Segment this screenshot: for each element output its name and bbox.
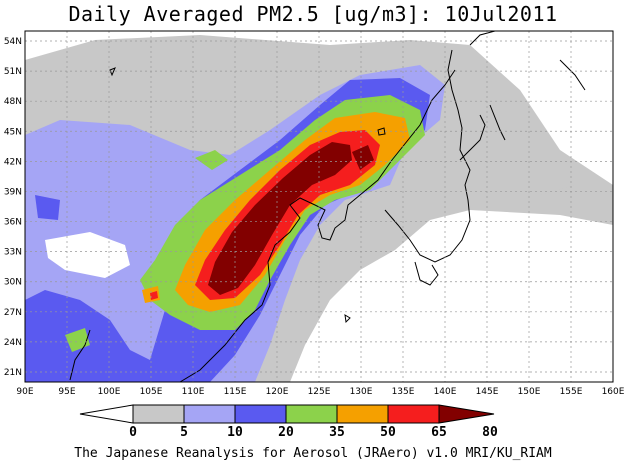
field-20-35-b: [35, 195, 60, 220]
field-65-80-b: [150, 291, 158, 300]
colorbar-segment: [234, 404, 287, 424]
lon-tick-label: 155E: [560, 387, 583, 397]
colorbar-segment: [132, 404, 185, 424]
field-over-80: [208, 142, 352, 295]
colorbar-tick-label: 0: [129, 425, 137, 440]
colorbar-segment: [285, 404, 338, 424]
lat-tick-label: 30N: [4, 278, 22, 288]
coastlines: [69, 31, 586, 382]
lon-tick-label: 120E: [266, 387, 289, 397]
field-35-50-b: [195, 150, 228, 170]
map-title: Daily Averaged PM2.5 [ug/m3]: 10Jul2011: [68, 2, 558, 26]
lat-tick-label: 33N: [4, 248, 22, 258]
lat-tick-label: 45N: [4, 127, 22, 137]
lat-tick-label: 51N: [4, 67, 22, 77]
colorbar-tick-label: 5: [180, 425, 188, 440]
lon-tick-label: 90E: [16, 387, 33, 397]
lon-tick-label: 115E: [224, 387, 247, 397]
lon-tick-label: 130E: [350, 387, 373, 397]
colorbar-tick-label: 20: [278, 425, 294, 440]
lat-lon-grid: [25, 31, 613, 382]
colorbar-high-arrow: [438, 404, 495, 424]
map-frame: [24, 30, 614, 383]
lat-tick-label: 42N: [4, 157, 22, 167]
lat-tick-label: 54N: [4, 37, 22, 47]
lat-tick-label: 24N: [4, 338, 22, 348]
color-bar: 0 5 10 20 35 50 65 80: [79, 404, 498, 440]
colorbar-segment: [336, 404, 389, 424]
field-5-10-b: [540, 185, 613, 222]
lon-tick-label: 160E: [602, 387, 625, 397]
lon-tick-label: 140E: [434, 387, 457, 397]
lon-tick-label: 150E: [518, 387, 541, 397]
field-over-80-b: [352, 145, 374, 170]
lon-tick-label: 135E: [392, 387, 415, 397]
colorbar-tick-label: 10: [227, 425, 243, 440]
lat-tick-label: 36N: [4, 218, 22, 228]
colorbar-tick-label: 50: [380, 425, 396, 440]
colorbar-tick-label: 35: [329, 425, 345, 440]
lon-tick-label: 100E: [98, 387, 121, 397]
colorbar-tick-label: 80: [482, 425, 498, 440]
colorbar-segment: [387, 404, 440, 424]
lon-tick-label: 105E: [140, 387, 163, 397]
lat-tick-label: 48N: [4, 97, 22, 107]
lon-tick-label: 145E: [476, 387, 499, 397]
lat-tick-label: 21N: [4, 368, 22, 378]
footer-credit: The Japanese Reanalysis for Aerosol (JRA…: [74, 446, 552, 461]
colorbar-low-arrow: [79, 404, 134, 424]
lat-tick-label: 39N: [4, 187, 22, 197]
lon-tick-label: 110E: [182, 387, 205, 397]
colorbar-tick-label: 65: [431, 425, 447, 440]
colorbar-segment: [183, 404, 236, 424]
lon-tick-label: 125E: [308, 387, 331, 397]
lon-tick-label: 95E: [58, 387, 75, 397]
lat-tick-label: 27N: [4, 308, 22, 318]
